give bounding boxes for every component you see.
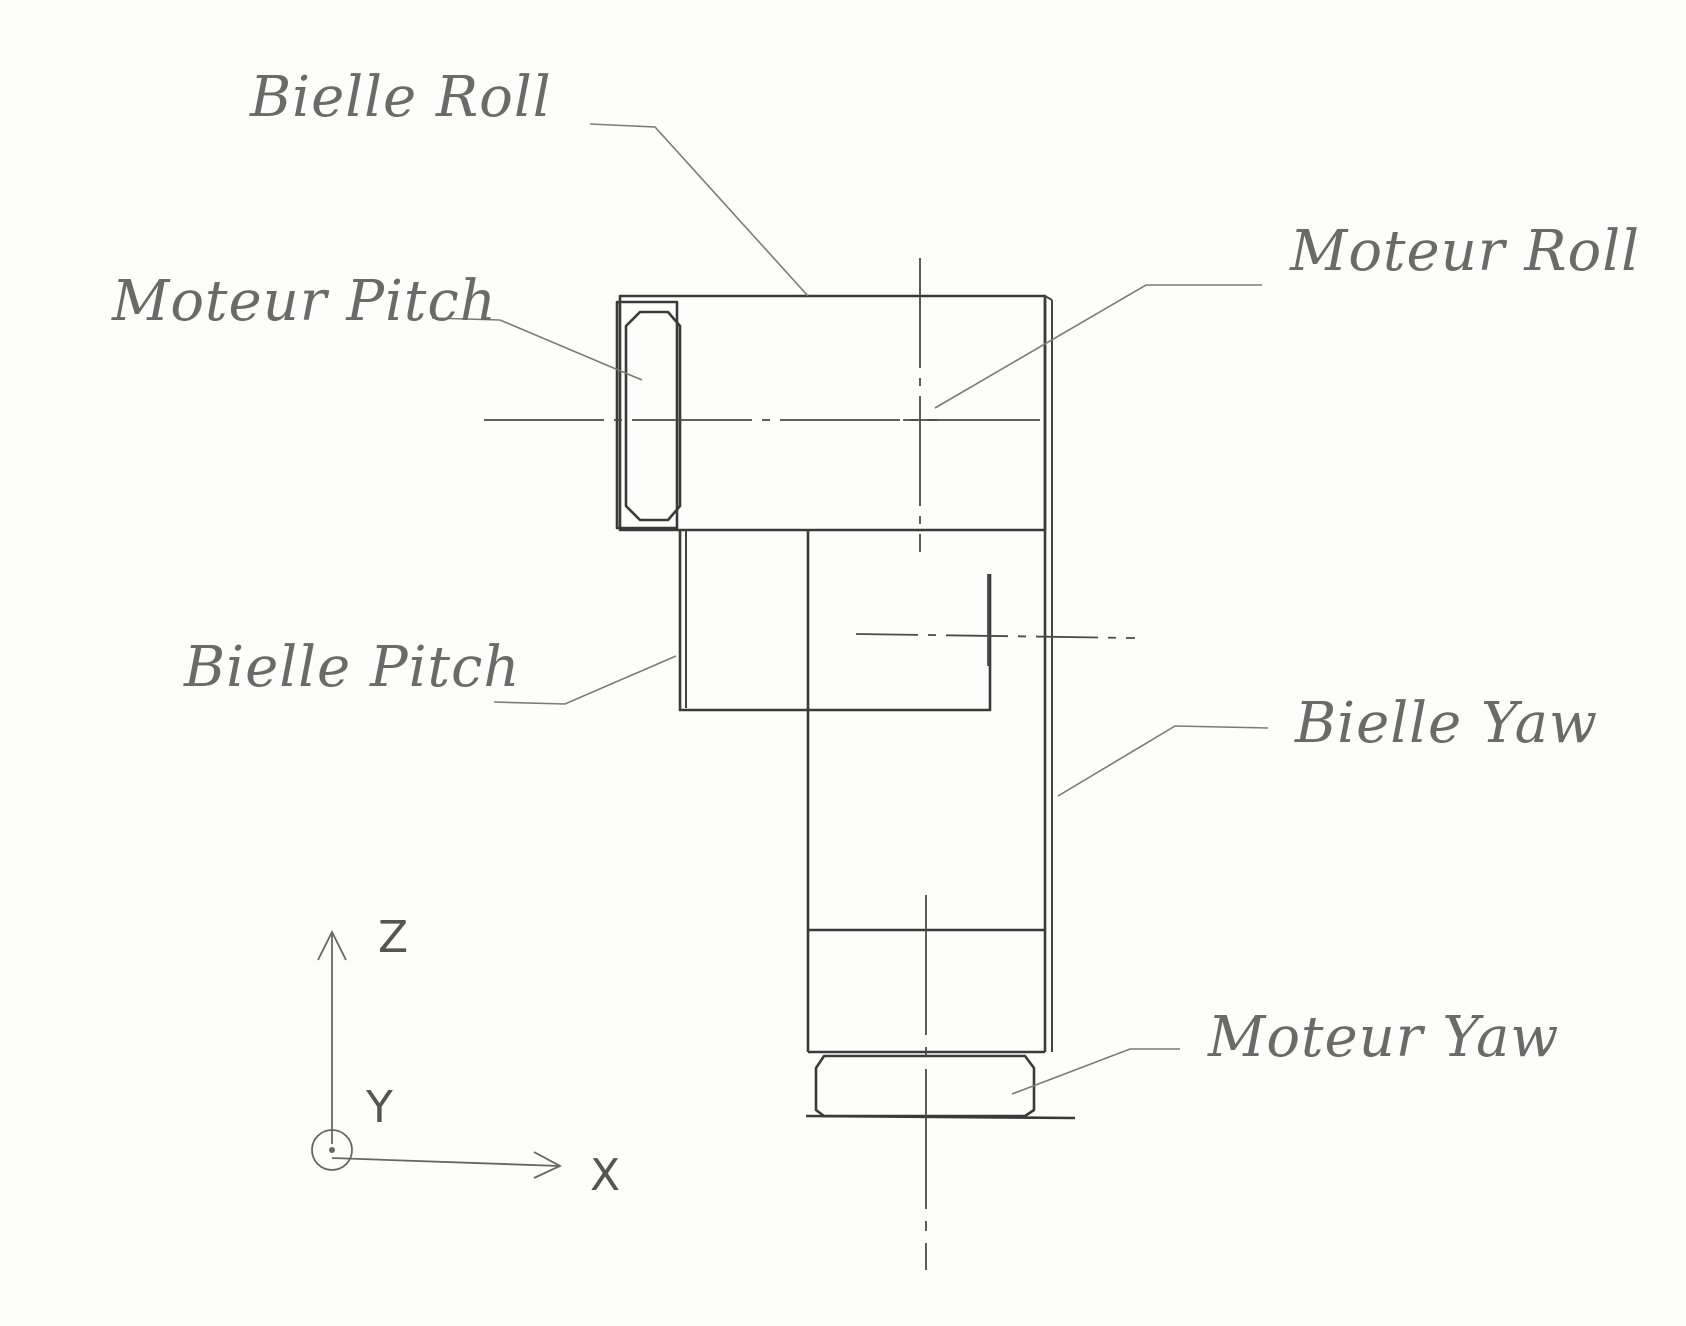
label-moteur-roll: Moteur Roll	[1289, 219, 1640, 284]
secondary-axis-line	[855, 633, 1136, 639]
z-axis-label: Z	[378, 912, 408, 963]
leader-moteur-roll	[934, 284, 1262, 409]
label-bielle-pitch: Bielle Pitch	[183, 635, 521, 700]
x-axis-arrow	[331, 1157, 561, 1167]
leader-bielle-pitch	[493, 655, 677, 705]
y-axis-dot-icon	[329, 1147, 335, 1153]
leader-bielle-yaw	[1057, 725, 1269, 797]
part-labels: Bielle Roll Moteur Pitch Moteur Roll Bie…	[111, 65, 1640, 1070]
bielle-pitch-body	[678, 530, 992, 712]
label-moteur-pitch: Moteur Pitch	[111, 269, 497, 334]
leader-moteur-yaw	[1011, 1048, 1180, 1095]
z-arrowhead-icon	[317, 929, 347, 961]
leader-bielle-roll	[589, 123, 809, 297]
bielle-roll-body	[618, 294, 1053, 532]
label-bielle-yaw: Bielle Yaw	[1294, 691, 1598, 756]
leader-lines	[431, 123, 1269, 1095]
coordinate-frame: Z Y X	[311, 912, 620, 1201]
y-axis-label: Y	[365, 1082, 393, 1133]
leader-moteur-pitch	[431, 317, 643, 381]
x-arrowhead-icon	[533, 1151, 563, 1179]
bielle-yaw-body	[806, 300, 1053, 1054]
label-moteur-yaw: Moteur Yaw	[1207, 1005, 1559, 1070]
axis-lines	[484, 258, 1136, 1270]
moteur-pitch-block	[615, 300, 682, 530]
x-axis-label: X	[590, 1150, 620, 1201]
y-axis-out-of-page-icon	[311, 1129, 353, 1171]
moteur-yaw-block	[805, 1054, 1076, 1120]
label-bielle-roll: Bielle Roll	[249, 65, 552, 130]
